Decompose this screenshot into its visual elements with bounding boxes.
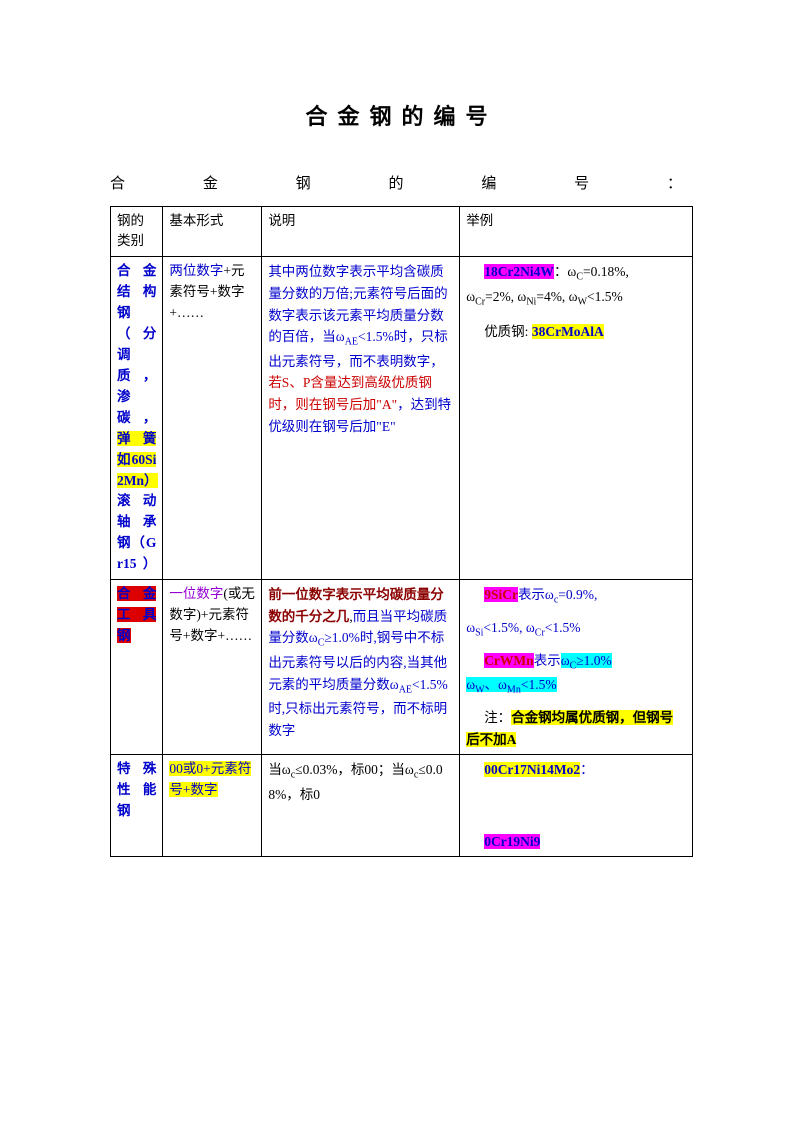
cat-highlight: 合金工具钢 [117,586,156,643]
form-highlight: 00或0+元素符号+数字 [169,761,251,797]
cat-part3: 滚动轴承钢（Gr15） [117,493,156,571]
ex-l1a-tail: =0.18%, [583,264,629,279]
desc-cell: 当ωc≤0.03%，标00；当ωc≤0.08%，标0 [262,755,460,857]
ex-l2-s3: W [578,297,587,308]
sub-char: 合 [110,173,126,196]
ex-highlight-2: 38CrMoAlA [532,324,604,339]
ex-l2-t: <1.5% [587,289,623,304]
ex-l1a: ：ω [554,264,576,279]
table-header-row: 钢的类别 基本形式 说明 举例 [111,206,693,257]
ex-l2-s2: Ni [526,297,536,308]
ex-l2t: <1.5% [545,620,581,635]
desc-cell: 前一位数字表示平均碳质量分数的千分之几,而且当平均碳质量分数ωC≥1.0%时,钢… [262,580,460,755]
example-line2: ωCr=2%, ωNi=4%, ωW<1.5% [466,286,686,311]
table-row: 合金工具钢 一位数字(或无数字)+元素符号+数字+…… 前一位数字表示平均碳质量… [111,580,693,755]
desc-a-sub: AE [345,337,358,348]
desc-rest: 而且当平均碳质量分数ωC≥1.0%时,钢号中不标出元素符号以后的内容,当其他元素… [268,609,447,738]
ex-l1a: 表示ω [518,587,554,602]
ex-l2-m1: =2%, ω [485,289,526,304]
desc-a: 当ω [268,762,290,777]
ex-hl3bmid: 、ω [485,677,507,692]
header-example: 举例 [460,206,693,257]
sub-char: 的 [388,173,404,196]
ex-hl3bs2: Mn [507,685,521,696]
ex-l2: ω [466,289,475,304]
ex-l1a-sub: C [576,272,583,283]
category-cell: 合金结构钢（分调质，渗碳， 弹簧如60Si2Mn） 滚动轴承钢（Gr15） [111,257,163,580]
table-row: 合金结构钢（分调质，渗碳， 弹簧如60Si2Mn） 滚动轴承钢（Gr15） 两位数字… [111,257,693,580]
sub-char: ： [667,173,683,196]
ex-highlight-1: 00Cr17Ni14Mo2 [484,762,580,777]
alloy-steel-table: 钢的类别 基本形式 说明 举例 合金结构钢（分调质，渗碳， 弹簧如60Si2Mn）… [110,206,693,858]
cat-part1: 合金结构钢（分调质，渗碳， [117,263,156,424]
example-note: 注：合金钢均属优质钢，但钢号后不加A [466,707,686,750]
ex-hl3bs1: W [475,685,484,696]
page-title: 合金钢的编号 [110,100,693,133]
example-line2: ωSi<1.5%, ωCr<1.5% [466,617,686,642]
ex-l3a: 优质钢: [484,324,528,339]
example-line1: 9SiCr表示ωc=0.9%, [466,584,686,609]
ex-l2m: <1.5%, ω [483,620,534,635]
ex-hl3b: ω [466,677,475,692]
example-line3: 优质钢: 38CrMoAlA [466,321,686,343]
desc-main: 其中两位数字表示平均含碳质量分数的万倍;元素符号后面的数字表示该元素平均质量分数… [268,264,447,368]
sub-char: 编 [481,173,497,196]
example-line1: 00Cr17Ni14Mo2： [466,759,686,781]
header-category: 钢的类别 [111,206,163,257]
cat-part2-highlight: 弹簧如60Si2Mn） [117,431,158,488]
table-row: 特殊性能钢 00或0+元素符号+数字 当ωc≤0.03%，标00；当ωc≤0.0… [111,755,693,857]
desc-rb-sub: AE [399,684,412,695]
category-cell: 特殊性能钢 [111,755,163,857]
ex-l2-m2: =4%, ω [536,289,577,304]
form-cell: 两位数字+元素符号+数字+…… [163,257,262,580]
header-description: 说明 [262,206,460,257]
example-line4: ωW、ωMn<1.5% [466,674,686,699]
form-cell: 00或0+元素符号+数字 [163,755,262,857]
note-label: 注： [484,710,511,725]
ex-hl3btail: <1.5% [521,677,557,692]
form-digits: 两位数字 [169,263,223,278]
example-cell: 18Cr2Ni4W：ωC=0.18%, ωCr=2%, ωNi=4%, ωW<1… [460,257,693,580]
sub-char: 钢 [296,173,312,196]
example-line2: 0Cr19Ni9 [466,831,686,853]
form-cell: 一位数字(或无数字)+元素符号+数字+…… [163,580,262,755]
ex-hl3a: ω [561,653,570,668]
example-cell: 00Cr17Ni14Mo2： 0Cr19Ni9 [460,755,693,857]
ex-l2a: ω [466,620,475,635]
ex-colon: ： [580,762,594,777]
ex-highlight-3a: ωC≥1.0% [561,653,612,668]
example-line3: CrWMn表示ωC≥1.0% [466,650,686,675]
ex-highlight-3b: ωW、ωMn<1.5% [466,677,556,692]
desc-a-mid: ≤0.03%，标00；当ω [295,762,414,777]
desc-cell: 其中两位数字表示平均含碳质量分数的万倍;元素符号后面的数字表示该元素平均质量分数… [262,257,460,580]
ex-l2-s1: Cr [475,297,485,308]
header-form: 基本形式 [163,206,262,257]
ex-highlight-1: 9SiCr [484,587,518,602]
ex-highlight-1: 18Cr2Ni4W [484,264,554,279]
page-subtitle: 合 金 钢 的 编 号 ： [110,173,693,196]
example-line1: 18Cr2Ni4W：ωC=0.18%, [466,261,686,286]
ex-l3a: 表示 [534,653,561,668]
ex-highlight-2: CrWMn [484,653,534,668]
ex-l2s2: Cr [535,628,545,639]
form-digits: 一位数字 [169,586,223,601]
ex-highlight-2: 0Cr19Ni9 [484,834,540,849]
example-cell: 9SiCr表示ωc=0.9%, ωSi<1.5%, ωCr<1.5% CrWMn… [460,580,693,755]
ex-l1: 表示ωc=0.9%, [518,587,597,602]
sub-char: 号 [574,173,590,196]
ex-hl3atail: ≥1.0% [576,653,612,668]
category-cell: 合金工具钢 [111,580,163,755]
ex-l1tail: =0.9%, [558,587,597,602]
sub-char: 金 [203,173,219,196]
